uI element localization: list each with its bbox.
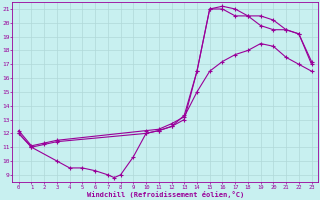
X-axis label: Windchill (Refroidissement éolien,°C): Windchill (Refroidissement éolien,°C) (86, 191, 244, 198)
